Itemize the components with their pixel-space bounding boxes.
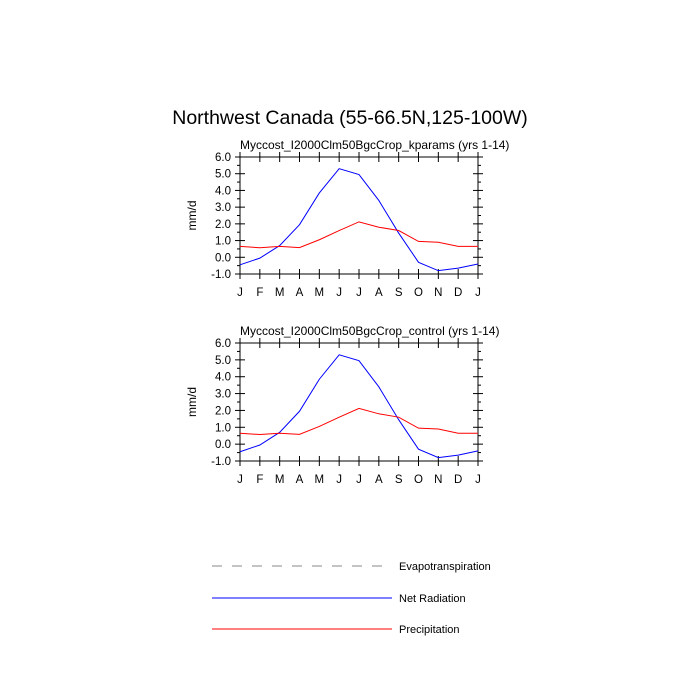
- x-tick-label: A: [375, 287, 383, 299]
- y-tick-label: 0.0: [215, 252, 231, 264]
- y-tick-label: 5.0: [215, 169, 231, 181]
- legend: Evapotranspiration Net Radiation Precipita…: [212, 561, 491, 636]
- x-tick-label: J: [237, 474, 243, 486]
- chart-panels: Myccost_I2000Clm50BgcCrop_kparams (yrs 1…: [185, 138, 509, 486]
- y-tick-label: 0.0: [215, 439, 231, 451]
- y-tick-label: -1.0: [211, 269, 231, 281]
- x-tick-label: J: [237, 287, 243, 299]
- series-line-net-radiation: [239, 354, 479, 459]
- x-tick-label: F: [256, 287, 263, 299]
- x-tick-label: D: [454, 474, 462, 486]
- x-tick-label: J: [336, 287, 342, 299]
- y-tick-label: 4.0: [215, 372, 231, 384]
- x-tick-label: A: [296, 474, 304, 486]
- y-tick-label: 4.0: [215, 185, 231, 197]
- x-tick-label: J: [356, 287, 362, 299]
- x-tick-label: N: [434, 474, 442, 486]
- y-tick-label: 1.0: [215, 422, 231, 434]
- x-tick-label: F: [256, 474, 263, 486]
- y-axis-label: mm/d: [185, 387, 199, 417]
- chart-panel-1: Myccost_I2000Clm50BgcCrop_kparams (yrs 1…: [185, 138, 509, 299]
- y-tick-label: 6.0: [215, 152, 231, 164]
- x-tick-label: O: [414, 287, 423, 299]
- x-tick-label: A: [296, 287, 304, 299]
- y-tick-label: 3.0: [215, 389, 231, 401]
- y-tick-label: 2.0: [215, 405, 231, 417]
- y-tick-label: -1.0: [211, 456, 231, 468]
- x-tick-label: M: [275, 474, 285, 486]
- x-tick-label: M: [315, 287, 325, 299]
- x-tick-label: A: [375, 474, 383, 486]
- legend-label: Precipitation: [399, 624, 460, 636]
- x-tick-label: N: [434, 287, 442, 299]
- panel-title: Myccost_I2000Clm50BgcCrop_kparams (yrs 1…: [240, 138, 509, 152]
- x-tick-label: J: [356, 474, 362, 486]
- x-tick-label: J: [336, 474, 342, 486]
- x-tick-label: M: [275, 287, 285, 299]
- y-tick-label: 3.0: [215, 202, 231, 214]
- y-axis-label: mm/d: [185, 201, 199, 231]
- x-tick-label: O: [414, 474, 423, 486]
- x-tick-label: D: [454, 287, 462, 299]
- x-tick-label: J: [475, 474, 481, 486]
- x-tick-label: S: [395, 287, 403, 299]
- y-tick-label: 1.0: [215, 236, 231, 248]
- x-tick-label: J: [475, 287, 481, 299]
- series-line-precipitation: [239, 221, 478, 249]
- legend-label: Evapotranspiration: [399, 561, 491, 573]
- x-tick-label: S: [395, 474, 403, 486]
- y-tick-label: 5.0: [215, 355, 231, 367]
- x-tick-label: M: [315, 474, 325, 486]
- series-line-net-radiation: [239, 168, 479, 272]
- y-tick-label: 2.0: [215, 219, 231, 231]
- figure-title: Northwest Canada (55-66.5N,125-100W): [172, 107, 528, 129]
- series-line-precipitation: [239, 407, 478, 436]
- legend-label: Net Radiation: [399, 593, 466, 605]
- chart-panel-2: Myccost_I2000Clm50BgcCrop_control (yrs 1…: [185, 324, 499, 486]
- y-tick-label: 6.0: [215, 338, 231, 350]
- panel-title: Myccost_I2000Clm50BgcCrop_control (yrs 1…: [240, 324, 499, 338]
